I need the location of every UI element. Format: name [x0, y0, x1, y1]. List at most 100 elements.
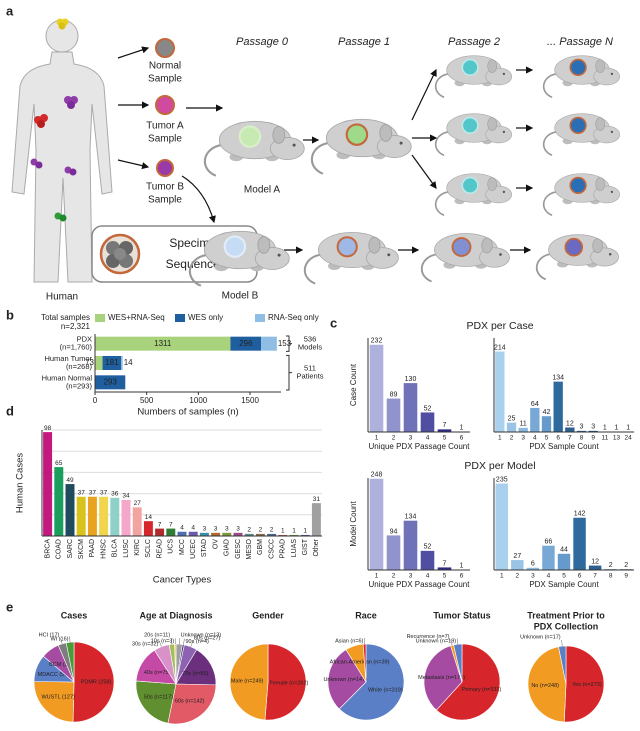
pie-slice	[327, 649, 367, 710]
slice-label: Unknown (n=147)	[323, 677, 367, 683]
mouse-tail	[536, 253, 551, 281]
x-tick-label: UCS	[168, 539, 175, 554]
value-label: 37	[78, 489, 86, 496]
mouse	[543, 55, 621, 99]
sample-label: Tumor B	[146, 182, 184, 193]
bar-segment	[121, 356, 123, 370]
total-label: Total samples	[41, 313, 90, 322]
mouse-ear	[487, 117, 498, 131]
value-label: 49	[66, 477, 74, 484]
slice-label: Unknown (n=17)	[520, 635, 561, 641]
slice-label: 40s (n=75)	[144, 670, 171, 676]
mouse-eye	[610, 72, 614, 76]
sample-tumor-a	[155, 95, 175, 115]
value-label: 37	[100, 489, 108, 496]
value-label: 1	[303, 528, 307, 535]
mouse	[421, 233, 510, 283]
mouse-tumor	[569, 58, 587, 77]
mouse-tumor	[569, 176, 587, 195]
human-label: Human	[46, 292, 78, 303]
bar	[403, 520, 418, 570]
value-label: 3	[580, 424, 584, 431]
value-label: 2	[270, 527, 274, 534]
mouse-tumor	[223, 235, 247, 258]
bar	[155, 528, 165, 536]
bar	[506, 422, 517, 432]
bar-segment	[95, 336, 231, 351]
x-tick-label: READ	[156, 539, 163, 558]
value-label: 232	[371, 338, 383, 345]
mouse-eye	[502, 130, 506, 134]
value-label: 214	[494, 344, 506, 351]
x-tick-label: MESO	[246, 538, 253, 559]
x-tick-label: 7	[593, 573, 597, 580]
value-label: 89	[390, 391, 398, 398]
bar	[65, 484, 75, 536]
y-tick-label: Human Normal	[42, 373, 93, 382]
bar	[87, 496, 97, 536]
x-tick-label: 1000	[189, 396, 207, 405]
value-label: 4	[191, 524, 195, 531]
x-tick-label: 6	[460, 435, 464, 442]
bar-segment	[261, 336, 277, 351]
legend-swatch	[95, 314, 105, 322]
legend-label: RNA-Seq only	[268, 313, 319, 322]
bar	[132, 507, 142, 536]
bar	[576, 430, 587, 432]
pie-slice	[527, 646, 567, 723]
value-label: 31	[313, 496, 321, 503]
bar	[244, 533, 254, 536]
mouse-tumor	[451, 237, 472, 257]
x-tick-label: GIST	[302, 538, 309, 555]
x-tick-label: 2	[510, 435, 514, 442]
leader-line	[170, 638, 173, 645]
bar	[43, 432, 53, 536]
panel-label: c	[330, 315, 337, 330]
mouse	[543, 113, 621, 157]
value-label: 73	[85, 358, 94, 367]
bar	[188, 531, 198, 536]
bar	[300, 534, 310, 536]
chart-title: PDX per Case	[466, 320, 533, 332]
bar	[267, 533, 277, 536]
bar	[518, 427, 528, 432]
bar	[557, 553, 571, 570]
x-tick-label: 3	[521, 435, 525, 442]
sample-label: Sample	[148, 134, 182, 145]
x-axis-label: PDX Sample Count	[529, 442, 599, 451]
x-tick-label: GIAD	[224, 539, 231, 556]
bar-segment	[102, 356, 122, 370]
slice-label: 80s (n=27)	[194, 636, 221, 642]
x-tick-label: 4	[426, 573, 430, 580]
value-label: 27	[513, 553, 521, 560]
bar	[289, 534, 299, 536]
slice-label: 70s (n=85)	[182, 671, 209, 677]
x-tick-label: SCLC	[145, 539, 152, 558]
bracket-label: Models	[298, 343, 322, 352]
value-label: 7	[158, 521, 162, 528]
bar	[54, 467, 64, 536]
value-label: 235	[496, 476, 508, 483]
x-tick-label: 6	[460, 573, 464, 580]
panel-label: e	[6, 599, 13, 614]
bar	[495, 483, 508, 570]
y-tick-label: Human Tumor	[44, 354, 92, 363]
leader-line	[561, 640, 563, 647]
value-label: 14	[124, 358, 133, 367]
bar-segment	[95, 375, 126, 390]
bar	[573, 517, 586, 570]
x-tick-label: SKCM	[78, 539, 85, 559]
value-label: 65	[55, 460, 63, 467]
mouse-eye	[499, 253, 502, 256]
panel-label: a	[6, 3, 14, 18]
x-tick-label: HNSC	[100, 539, 107, 559]
bracket-value: 536	[304, 335, 317, 344]
pie-slice	[264, 643, 307, 721]
bar	[437, 429, 452, 432]
mouse-tumor	[336, 236, 358, 258]
mouse-ear	[481, 237, 493, 254]
bar	[177, 531, 187, 536]
panel-label: d	[6, 403, 14, 418]
chart-title: Gender	[252, 610, 284, 620]
mouse	[435, 173, 513, 217]
